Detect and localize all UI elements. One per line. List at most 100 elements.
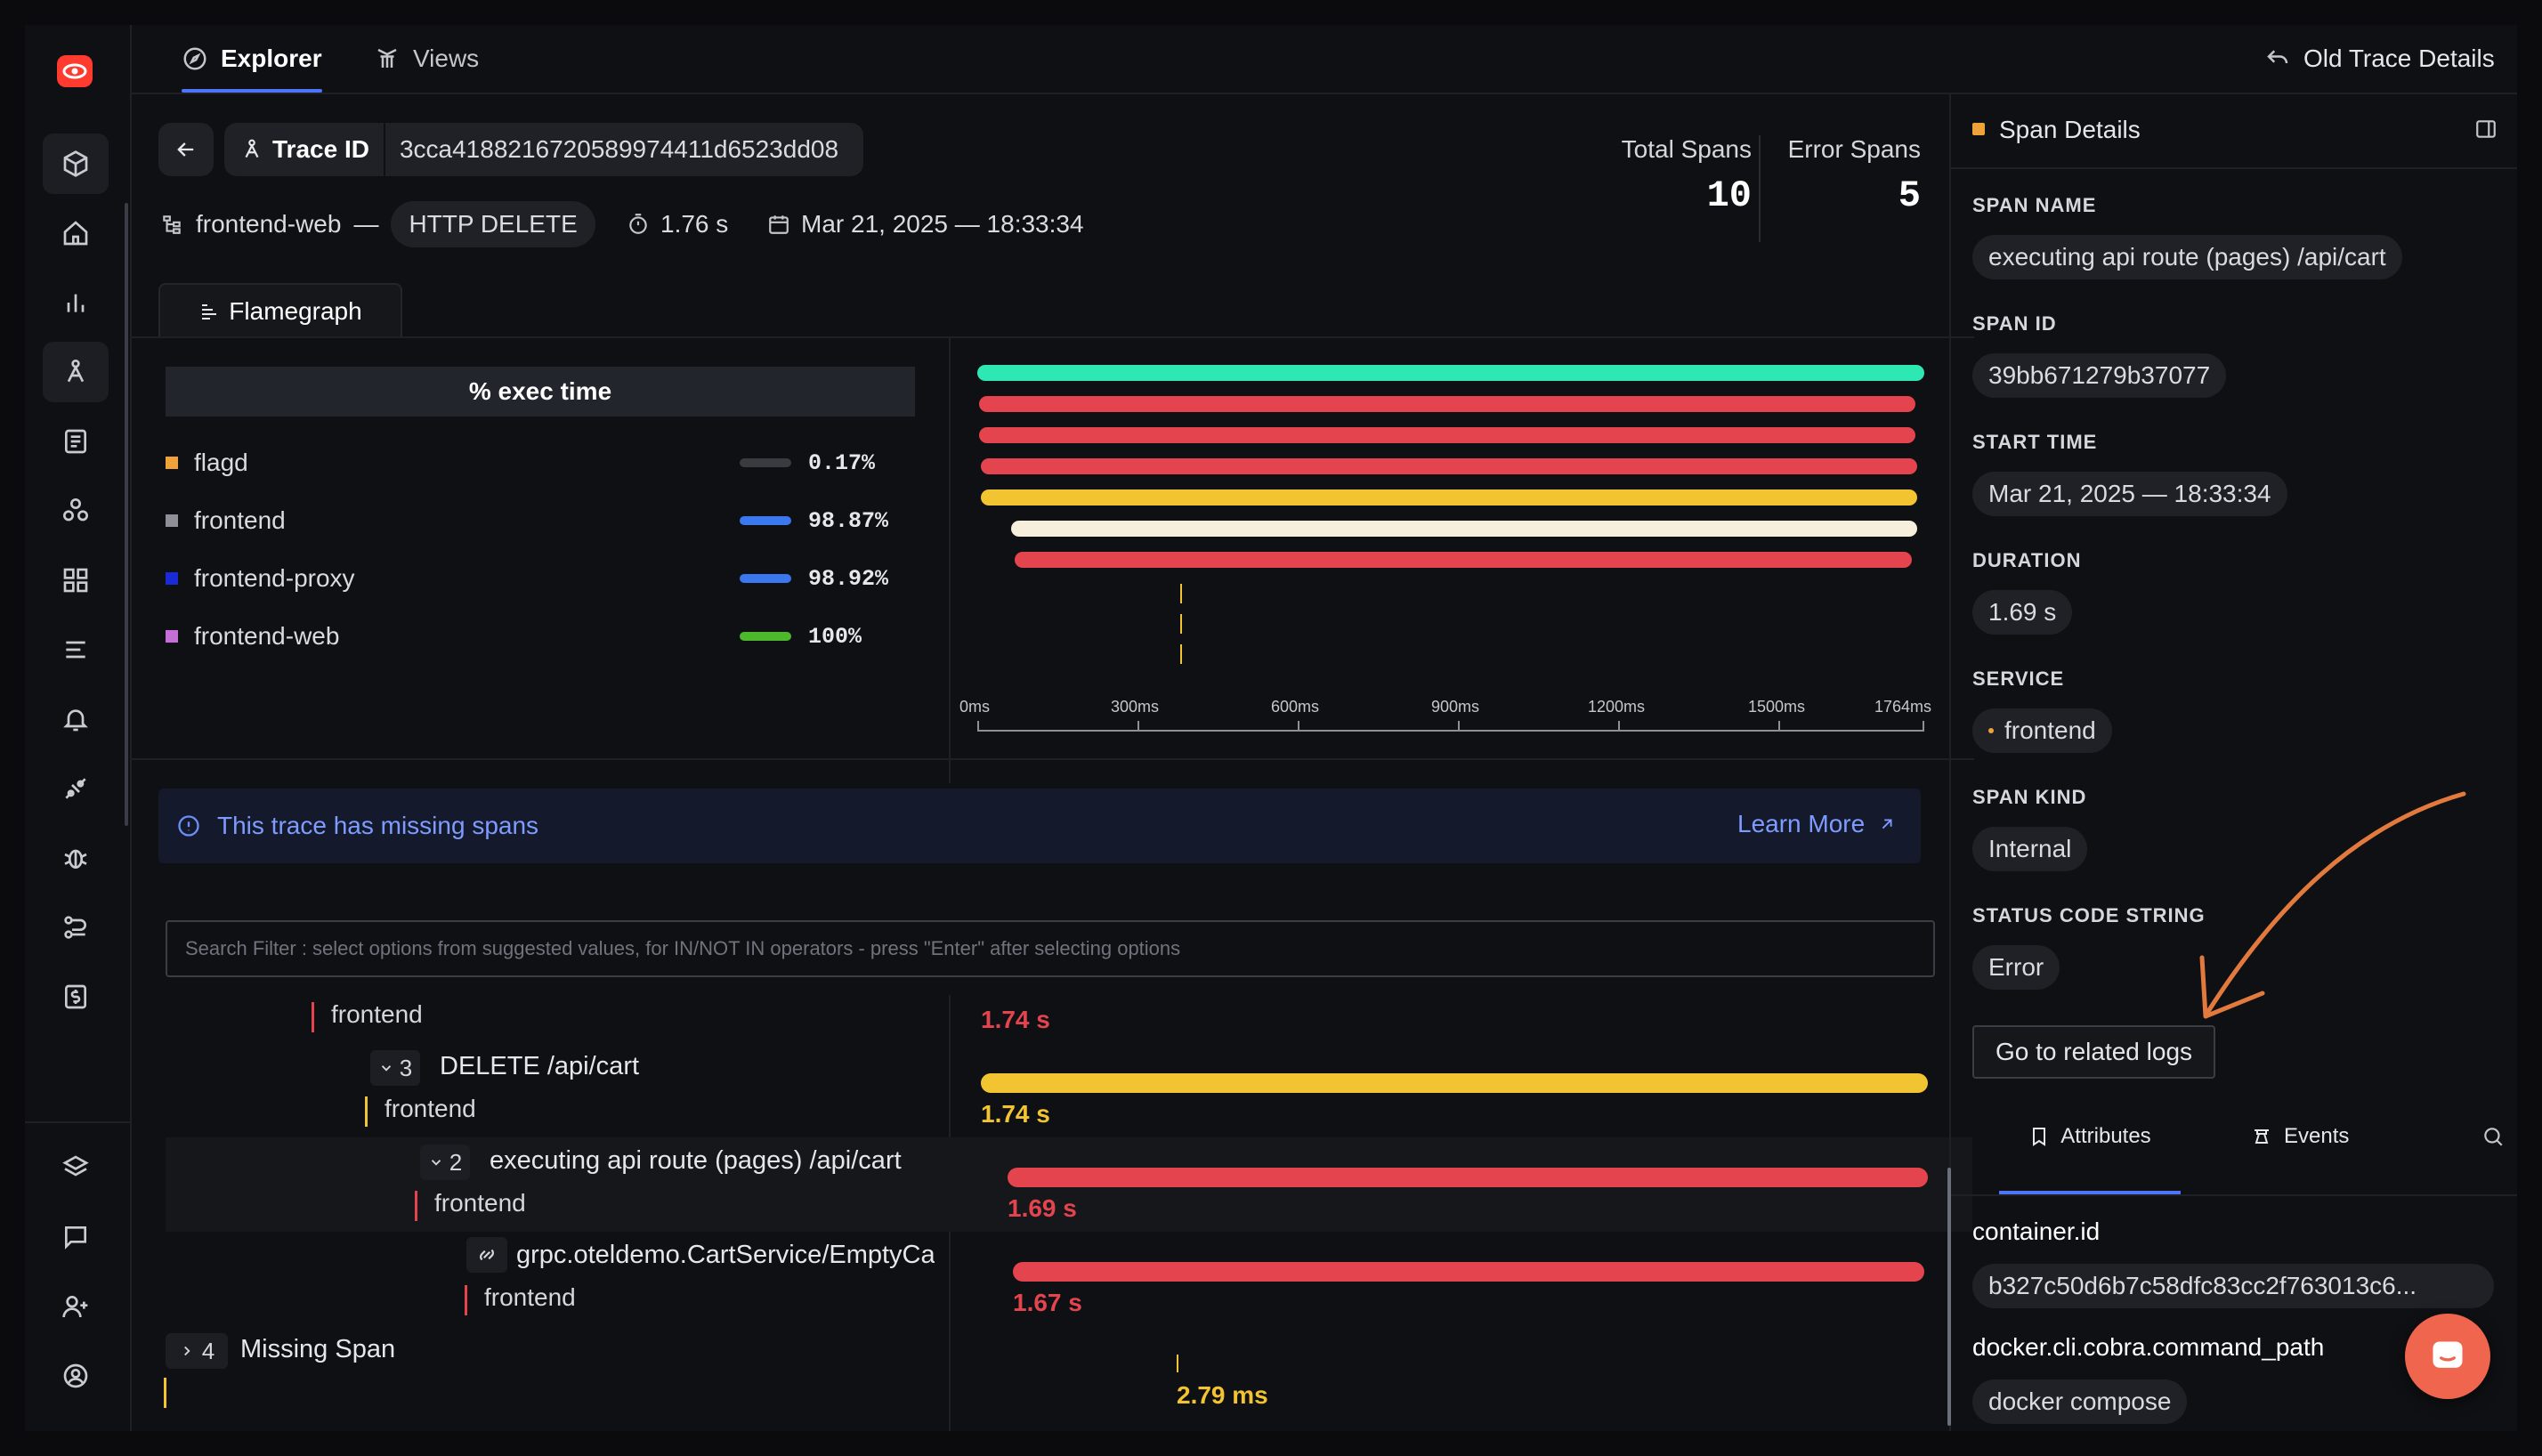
link-icon [480,1249,494,1261]
error-spans-label: Error Spans [1787,135,1921,163]
trace-id-label-box: Trace ID [224,123,385,176]
tab-events[interactable]: Events [2250,1111,2349,1162]
trace-duration: 1.76 s [627,199,728,249]
chevron-down-icon [431,1160,441,1166]
legend-row-frontend-web[interactable]: frontend-web [166,619,339,654]
flame-bar[interactable] [977,365,1924,381]
tab-events-label: Events [2284,1124,2350,1148]
child-count: 2 [449,1148,463,1176]
tab-explorer[interactable]: Explorer [182,25,322,93]
legend-pct-bar [740,516,791,525]
flame-bar[interactable] [1011,521,1917,537]
tab-flamegraph[interactable]: Flamegraph [158,283,402,338]
service-value: frontend [1972,708,2112,753]
events-icon [2255,1129,2269,1144]
compass-icon [183,47,206,70]
rail-cube-icon[interactable] [43,133,109,194]
logo-icon[interactable] [55,53,94,89]
axis-tick [1458,721,1460,732]
span-name[interactable]: executing api route (pages) /api/cart [490,1146,902,1175]
rail-profile-icon[interactable] [43,1346,109,1406]
rail-alerts-icon[interactable] [43,689,109,749]
rail-divider [25,1121,130,1123]
status-code-value: Error [1972,945,2060,990]
flame-bar-small[interactable] [1180,614,1182,634]
rail-logs-icon[interactable] [43,411,109,472]
span-name[interactable]: grpc.oteldemo.CartService/EmptyCart [516,1241,935,1269]
trace-dash: — [353,210,379,238]
rail-traces-icon[interactable] [43,342,109,402]
total-spans-value: 10 [1706,174,1752,217]
details-panel-border [1949,93,1951,1431]
span-id-value: 39bb671279b37077 [1972,353,2227,398]
flamegraph-tabs-divider [132,336,1974,338]
tree-service: frontend [484,1283,576,1311]
back-button[interactable] [158,123,214,176]
rail-invite-icon[interactable] [43,1276,109,1337]
flame-bar[interactable] [981,458,1917,474]
attribute-value: b327c50d6b7c58dfc83cc2f763013c6... [1972,1264,2494,1308]
span-kind-value: Internal [1972,827,2088,871]
span-timeline-bar[interactable] [1008,1168,1928,1187]
trace-id-value[interactable]: 3cca4188216720589974411d6523dd08 [399,135,839,163]
rail-chart-icon[interactable] [43,272,109,333]
spans-divider [1759,135,1761,242]
missing-spans-message: This trace has missing spans [217,812,539,839]
axis-tick [1778,721,1780,732]
rail-list-icon[interactable] [43,619,109,680]
rail-integrations-icon[interactable] [43,897,109,958]
app-window: Explorer Views Old Trace Details Trace I… [25,25,2517,1431]
legend-row-frontend[interactable]: frontend [166,503,286,538]
attr-tabs-divider [1951,1194,2517,1196]
go-to-related-logs-button[interactable]: Go to related logs [1972,1025,2216,1079]
attribute-key: container.id [1972,1217,2101,1245]
span-name[interactable]: DELETE /api/cart [440,1052,640,1080]
span-timeline-bar[interactable] [981,1073,1928,1093]
top-bar: Explorer Views Old Trace Details [132,25,2517,94]
expand-toggle[interactable]: 4 [166,1333,228,1369]
span-timeline-bar[interactable] [1177,1355,1178,1372]
rail-dashboards-icon[interactable] [43,550,109,611]
rail-services-icon[interactable] [43,481,109,541]
rail-billing-icon[interactable] [43,967,109,1027]
chevron-right-icon [183,1346,190,1356]
support-chat-button[interactable] [2405,1314,2490,1399]
flame-bar[interactable] [981,489,1917,506]
rail-home-icon[interactable] [43,203,109,263]
axis-tick [1923,721,1924,732]
span-duration: 1.74 s [981,1006,1050,1033]
search-filter-input[interactable] [166,920,1935,977]
old-trace-details-button[interactable]: Old Trace Details [2264,25,2495,93]
legend-name: frontend-proxy [194,564,355,592]
axis-tick-label: 600ms [1271,698,1320,716]
search-icon[interactable] [2481,1125,2505,1148]
child-count: 4 [201,1337,215,1364]
flame-bar[interactable] [1015,552,1912,568]
legend-row-frontend-proxy[interactable]: frontend-proxy [166,561,355,596]
panel-scrollbar[interactable] [1947,1168,1951,1426]
legend-pct: 100% [808,624,862,650]
collapse-toggle[interactable]: 3 [370,1050,420,1086]
learn-more-link[interactable]: Learn More [1737,810,1897,838]
legend-swatch [166,457,178,469]
flame-bar-small[interactable] [1180,644,1182,664]
service-value-text: frontend [2004,716,2096,744]
tab-views-label: Views [413,44,480,72]
flame-bar[interactable] [979,396,1915,412]
rail-pipeline-icon[interactable] [43,758,109,819]
legend-row-flagd[interactable]: flagd [166,445,248,481]
collapse-panel-icon[interactable] [2474,117,2497,141]
flame-bar-small[interactable] [1180,584,1182,603]
collapse-toggle[interactable]: 2 [420,1145,470,1180]
rail-exceptions-icon[interactable] [43,828,109,888]
flame-bar[interactable] [979,427,1915,443]
rail-scrollbar[interactable] [125,203,128,826]
rail-layers-icon[interactable] [43,1137,109,1198]
tab-attributes[interactable]: Attributes [1999,1111,2181,1162]
tab-views[interactable]: Views [374,25,479,93]
span-name[interactable]: Missing Span [240,1335,396,1363]
span-timeline-bar[interactable] [1013,1262,1924,1282]
status-code-label: STATUS CODE STRING [1972,904,2206,926]
legend-pct-bar [740,574,791,583]
rail-chat-icon[interactable] [43,1207,109,1267]
